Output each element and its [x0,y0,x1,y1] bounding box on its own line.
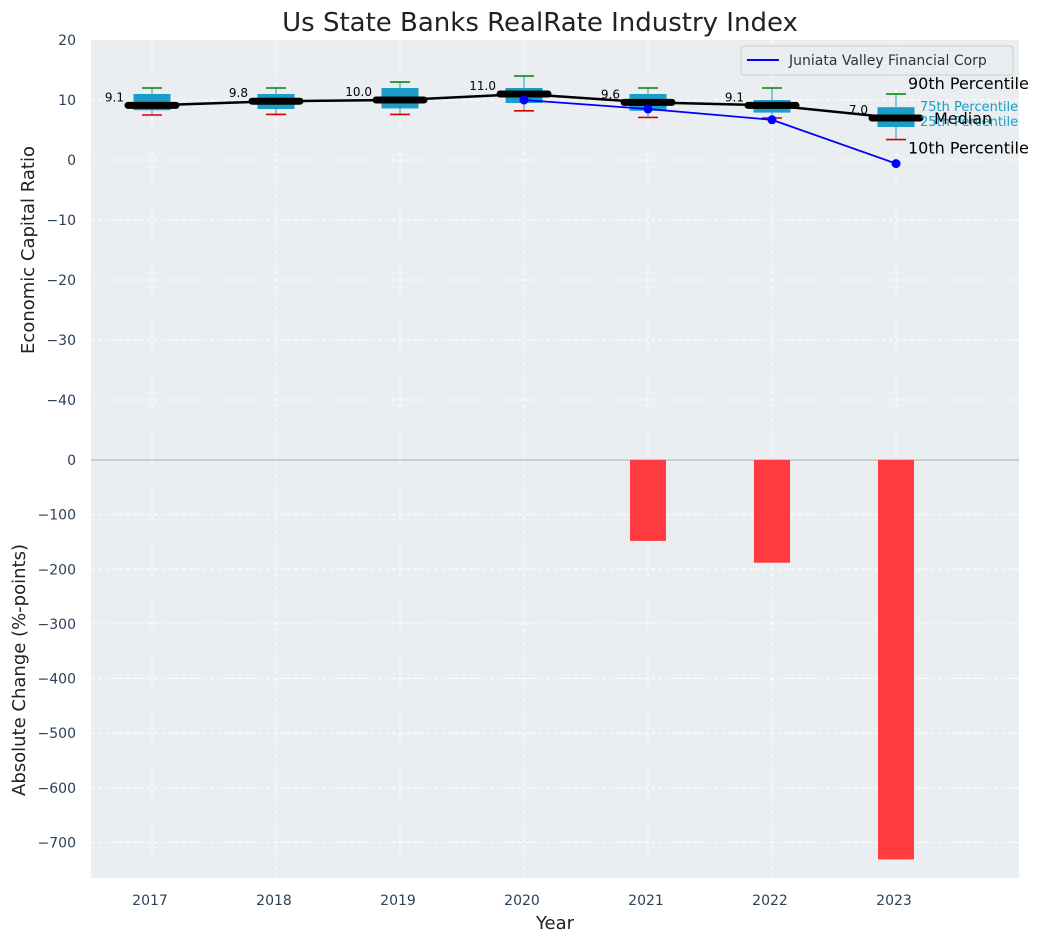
top-y-tick-label: 0 [67,153,76,169]
annotation-p90: 90th Percentile [908,74,1029,93]
company-series-line [523,99,897,165]
bottom-y-axis-label: Absolute Change (%-points) [9,544,30,796]
top-y-tick-label: −30 [46,333,76,349]
legend: Juniata Valley Financial Corp [740,45,1014,76]
bottom-y-tick-label: −600 [38,781,76,797]
top-y-axis-label: Economic Capital Ratio [18,146,39,354]
legend-entry-label: Juniata Valley Financial Corp [788,53,987,69]
top-y-tick-label: 20 [58,33,76,49]
top-y-ticks: 20 10 0 −10 −20 −30 −40 [46,33,76,409]
company-series-group [519,95,901,169]
top-y-tick-label: −10 [46,213,76,229]
bottom-y-tick-label: −100 [38,508,76,524]
x-tick-label: 2018 [256,893,292,909]
bottom-grid [91,459,1019,878]
company-series-point [519,95,529,105]
median-labels: 9.1 9.8 10.0 11.0 9.6 9.1 7.0 [105,79,868,117]
annotation-p25: 25th Percentile [920,115,1018,130]
bottom-y-tick-label: −500 [38,726,76,742]
annotation-p75: 75th Percentile [920,100,1018,115]
x-ticks: 2017 2018 2019 2020 2021 2022 2023 [132,893,912,909]
bottom-y-ticks: 0 −100 −200 −300 −400 −500 −600 −700 [38,453,76,851]
x-tick-label: 2020 [504,893,540,909]
top-plot-background [91,40,1019,460]
bottom-bars [630,460,914,860]
x-tick-label: 2019 [380,893,416,909]
x-tick-label: 2021 [628,893,664,909]
annotation-p10: 10th Percentile [908,139,1029,158]
median-value-label: 9.8 [229,86,248,100]
legend-box [740,45,1014,76]
chart-title: Us State Banks RealRate Industry Index [282,8,798,38]
bottom-panel: 0−100−200−300−400−500−600−700 2017 2018 20… [9,453,1019,934]
top-panel: 20 10 0 −10 −20 −30 −40 9.1 9.8 10.0 11.0 9.6 9.1 7.… [18,33,1029,460]
bottom-y-tick-label: −200 [38,562,76,578]
median-value-label: 9.1 [725,90,744,104]
x-axis-label: Year [535,913,575,934]
bottom-plot-background [91,460,1019,878]
bottom-y-tick-label: −300 [38,617,76,633]
median-value-label: 11.0 [469,79,496,93]
median-value-label: 10.0 [345,85,372,99]
median-value-label: 9.6 [601,87,620,101]
median-value-label: 9.1 [105,90,124,104]
x-tick-label: 2017 [132,893,168,909]
change-bar [754,460,790,563]
median-line-group [124,90,924,122]
annotation-median: Median [934,109,992,128]
x-tick-label: 2023 [876,893,912,909]
company-series-point [891,159,901,169]
top-y-tick-label: −40 [46,393,76,409]
company-series-point [643,104,653,114]
top-y-tick-label: −20 [46,273,76,289]
x-tick-label: 2022 [752,893,788,909]
median-value-label: 7.0 [849,103,868,117]
top-y-tick-label: 10 [58,93,76,109]
bottom-y-tick-label: −700 [38,835,76,851]
change-bar [630,460,666,541]
company-series-point [767,115,777,125]
bottom-y-tick-label: 0 [67,453,76,469]
bottom-y-tick-label: −400 [38,672,76,688]
change-bar [878,460,914,860]
